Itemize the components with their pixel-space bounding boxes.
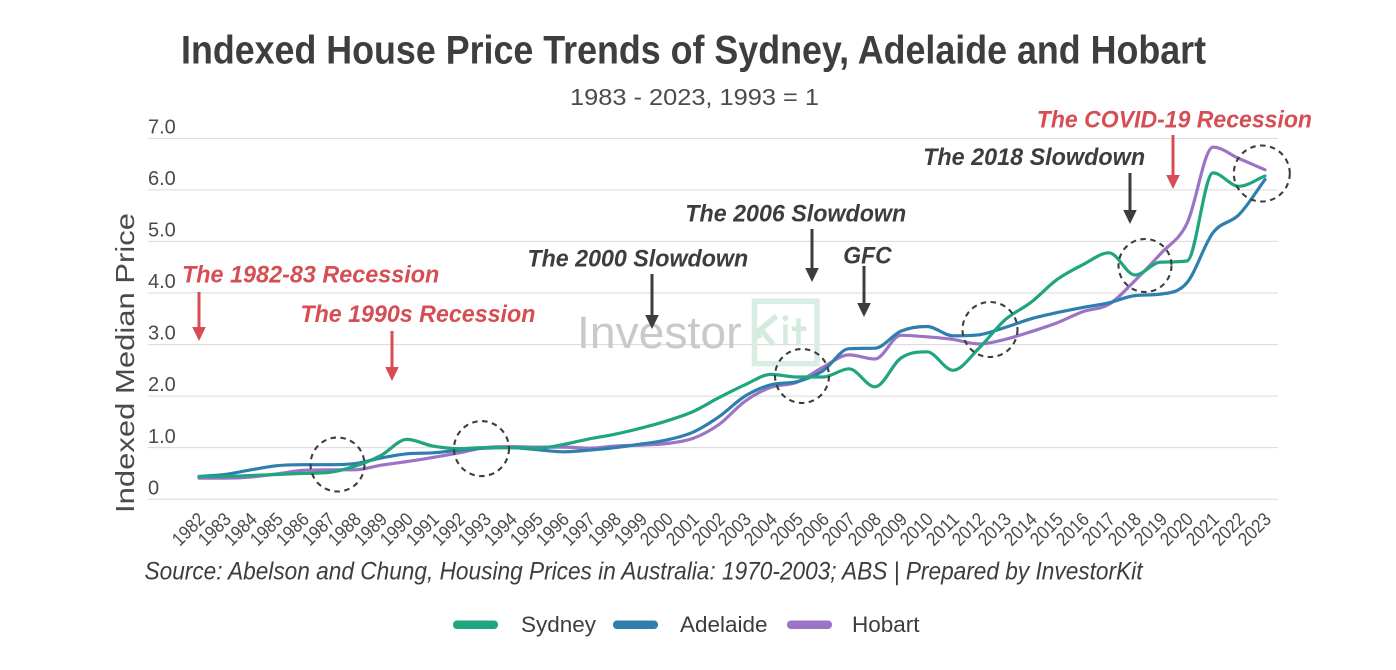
svg-text:The 1982-83 Recession: The 1982-83 Recession xyxy=(182,261,439,288)
svg-text:Indexed House Price Trends of: Indexed House Price Trends of Sydney, Ad… xyxy=(181,29,1206,73)
svg-text:The 2000 Slowdown: The 2000 Slowdown xyxy=(527,246,748,273)
svg-text:5.0: 5.0 xyxy=(148,220,176,242)
svg-text:2.0: 2.0 xyxy=(148,374,176,396)
svg-text:The 2018 Slowdown: The 2018 Slowdown xyxy=(923,144,1145,171)
svg-text:The 2006 Slowdown: The 2006 Slowdown xyxy=(685,200,906,227)
svg-text:The 1990s Recession: The 1990s Recession xyxy=(300,301,535,328)
svg-text:1.0: 1.0 xyxy=(148,426,176,448)
svg-text:3.0: 3.0 xyxy=(148,323,176,345)
svg-text:Hobart: Hobart xyxy=(852,612,920,637)
svg-text:Indexed Median Price: Indexed Median Price xyxy=(110,213,140,513)
svg-text:0: 0 xyxy=(148,477,159,499)
svg-text:Investor: Investor xyxy=(577,307,742,358)
svg-text:6.0: 6.0 xyxy=(148,168,176,190)
svg-text:Sydney: Sydney xyxy=(521,612,597,637)
svg-text:7.0: 7.0 xyxy=(148,117,176,139)
svg-text:1983 - 2023, 1993 = 1: 1983 - 2023, 1993 = 1 xyxy=(570,84,819,110)
svg-text:Source: Abelson and Chung, Hou: Source: Abelson and Chung, Housing Price… xyxy=(145,558,1144,586)
svg-text:4.0: 4.0 xyxy=(148,271,176,293)
svg-text:Adelaide: Adelaide xyxy=(680,612,768,637)
svg-text:GFC: GFC xyxy=(843,242,892,269)
svg-text:The COVID-19 Recession: The COVID-19 Recession xyxy=(1037,107,1312,134)
